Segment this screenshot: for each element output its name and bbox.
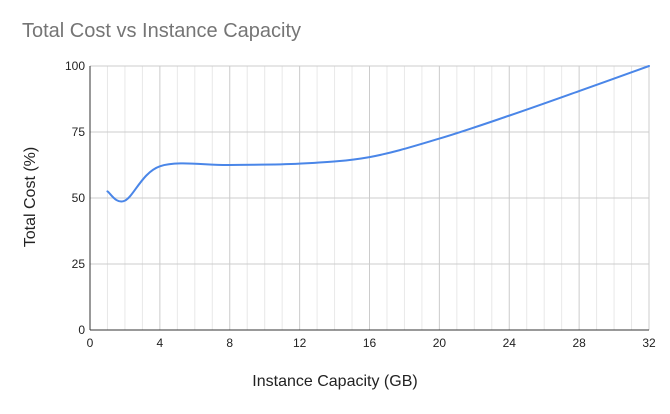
y-tick-label: 50 [72,191,86,205]
y-tick-label: 100 [65,59,85,73]
data-point [229,164,231,166]
chart-title: Total Cost vs Instance Capacity [22,20,302,42]
x-tick-label: 12 [293,336,307,350]
x-axis-title: Instance Capacity (GB) [252,373,418,390]
data-point [578,90,580,92]
data-point [299,163,301,165]
data-point [438,138,440,140]
data-point [159,165,161,167]
y-tick-label: 25 [72,257,86,271]
x-tick-label: 4 [157,336,164,350]
x-tick-label: 32 [642,336,656,350]
x-tick-label: 0 [87,336,94,350]
x-tick-label: 16 [363,336,377,350]
series-line [106,65,650,203]
y-tick-label: 75 [72,125,86,139]
x-tick-label: 8 [226,336,233,350]
data-point [369,156,371,158]
data-point [124,200,126,202]
y-tick-label: 0 [78,323,85,337]
y-axis-title: Total Cost (%) [22,146,39,248]
data-point [648,65,650,67]
data-point [508,115,510,117]
x-tick-label: 20 [433,336,447,350]
x-tick-label: 28 [572,336,586,350]
data-point [106,190,108,192]
x-tick-label: 24 [503,336,517,350]
